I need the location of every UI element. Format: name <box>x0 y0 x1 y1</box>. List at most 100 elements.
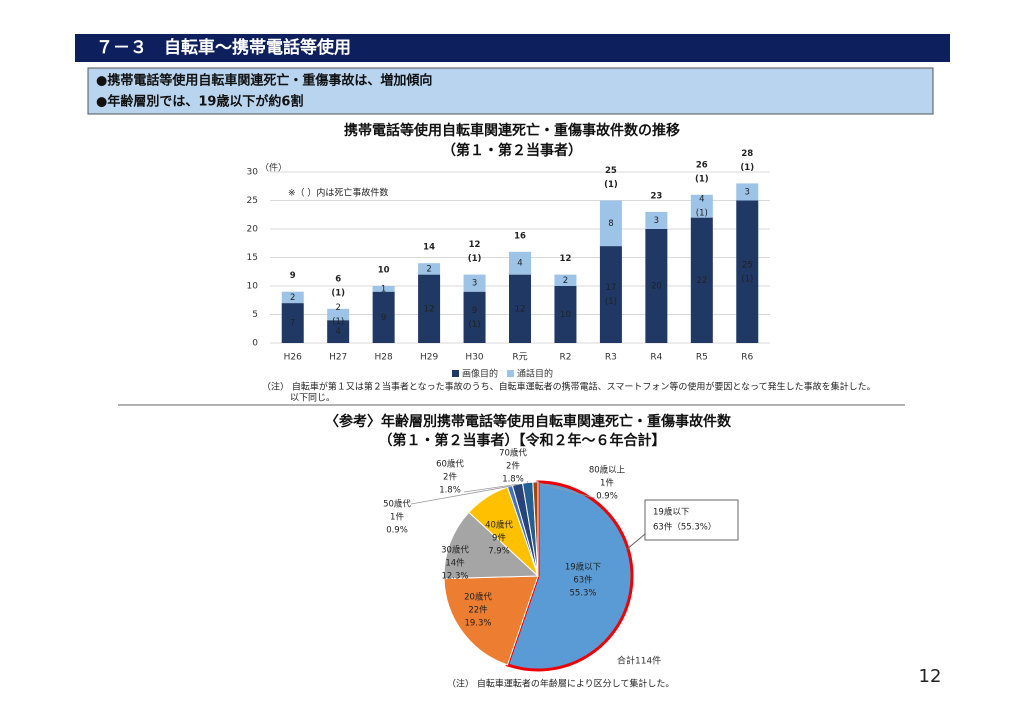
total-label: 14 <box>423 243 435 253</box>
bar-segment <box>736 183 759 201</box>
x-tick-label: H28 <box>375 353 393 363</box>
callout-category: 19歳以下 <box>653 507 690 518</box>
total-fatal-label: (1) <box>695 174 709 184</box>
summary-box <box>87 67 934 115</box>
slice-percent: 12.3% <box>441 572 468 582</box>
page-number: 12 <box>919 666 942 687</box>
x-tick-label: R4 <box>650 353 662 363</box>
slice-value: 63件 <box>573 575 593 586</box>
bar-segment <box>463 274 486 292</box>
chart-title: 携帯電話等使用自転車関連死亡・重傷事故件数の推移 <box>344 122 680 139</box>
slice-category: 20歳代 <box>464 592 492 603</box>
segment-label: 9 <box>472 306 477 316</box>
fatal-label: (1) <box>696 209 708 219</box>
y-tick-label: 0 <box>252 339 258 349</box>
segment-label: 3 <box>654 216 659 226</box>
y-axis-label: （件） <box>260 162 287 174</box>
total-label: 6 <box>335 274 341 284</box>
slice-percent: 7.9% <box>488 547 510 557</box>
total-label: 9 <box>290 271 296 281</box>
slice-value: 2件 <box>506 461 520 472</box>
slice-percent: 19.3% <box>464 619 491 629</box>
bar-segment <box>418 274 441 343</box>
bar-segment <box>327 308 350 321</box>
bar-segment <box>463 291 486 343</box>
segment-label: 22 <box>696 276 707 286</box>
total-label: 合計114件 <box>617 655 661 667</box>
slice-percent: 0.9% <box>596 492 618 502</box>
note: 以下同じ。 <box>290 393 335 404</box>
bar-segment <box>418 263 441 275</box>
segment-label: 4 <box>517 259 522 269</box>
legend-label: 通話目的 <box>517 368 553 380</box>
segment-label: 9 <box>381 313 386 323</box>
bar-segment <box>690 194 713 218</box>
slice-category: 70歳代 <box>499 448 527 459</box>
slice-highlight <box>505 480 634 672</box>
segment-label: 2 <box>335 303 340 313</box>
bar-segment <box>372 286 395 292</box>
y-tick-label: 25 <box>247 196 258 206</box>
bar-segment <box>509 251 531 275</box>
segment-label: 25 <box>742 260 753 270</box>
slice-category: 50歳代 <box>383 499 411 510</box>
note: （注） 自転車運転者の年齢層により区分して集計した。 <box>447 678 674 690</box>
slice-category: 60歳代 <box>436 459 464 470</box>
y-tick-label: 15 <box>247 253 258 263</box>
bar-segment <box>509 274 531 343</box>
bar-segment <box>645 211 668 229</box>
total-label: 28 <box>741 149 753 159</box>
slice-value: 9件 <box>492 533 506 544</box>
bar-segment <box>554 286 577 343</box>
total-label: 12 <box>469 240 481 250</box>
slice-percent: 55.3% <box>569 589 596 599</box>
segment-label: 2 <box>290 293 295 303</box>
legend-label: 画像目的 <box>462 368 498 380</box>
total-fatal-label: (1) <box>468 254 482 264</box>
bar-segment <box>281 291 304 304</box>
legend-swatch <box>452 370 459 377</box>
bar-segment <box>645 229 668 343</box>
slice-category: 19歳以下 <box>565 562 602 573</box>
x-tick-label: R5 <box>696 353 708 363</box>
segment-label: 17 <box>605 283 616 293</box>
slice-percent: 0.9% <box>386 526 408 536</box>
chart-subtitle: （第１・第２当事者） <box>442 142 582 159</box>
segment-label: 4 <box>699 195 704 205</box>
chart-subtitle: （第１・第２当事者）【令和２年～６年合計】 <box>379 432 666 449</box>
y-tick-label: 20 <box>247 225 259 235</box>
bar-segment <box>690 217 713 343</box>
total-fatal-label: (1) <box>604 180 618 190</box>
summary-line: ●携帯電話等使用自転車関連死亡・重傷事故は、増加傾向 <box>96 73 432 89</box>
total-fatal-label: (1) <box>740 163 754 173</box>
callout-label: 63件（55.3%） <box>653 522 716 533</box>
segment-label: 10 <box>560 310 571 320</box>
segment-label: 3 <box>472 279 477 289</box>
fatal-label: (1) <box>605 297 617 307</box>
callout-line <box>625 533 646 551</box>
fatal-label: (1) <box>332 317 344 327</box>
segment-label: 2 <box>426 264 431 274</box>
bar-segment <box>281 303 304 343</box>
y-tick-label: 30 <box>247 168 259 178</box>
slice-percent: 1.8% <box>439 486 461 496</box>
x-tick-label: R3 <box>605 353 617 363</box>
x-tick-label: R6 <box>741 353 753 363</box>
slice-category: 80歳以上 <box>589 465 626 476</box>
x-tick-label: H29 <box>420 353 438 363</box>
bar-segment <box>372 291 395 343</box>
slice-value: 1件 <box>390 512 404 523</box>
summary-line: ●年齢層別では、19歳以下が約6割 <box>96 94 303 110</box>
note: （注） 自転車が第１又は第２当事者となった事故のうち、自転車運転者の携帯電話、ス… <box>262 381 876 393</box>
bar-segment <box>599 246 622 343</box>
bar-segment <box>327 320 350 343</box>
y-tick-label: 5 <box>252 310 258 320</box>
x-tick-label: H27 <box>329 353 347 363</box>
segment-label: 2 <box>563 276 568 286</box>
callout-box <box>644 499 739 541</box>
bar-segment <box>599 200 622 247</box>
slice-category: 40歳代 <box>485 520 513 531</box>
slice-percent: 1.8% <box>502 475 524 485</box>
total-label: 25 <box>605 166 617 176</box>
